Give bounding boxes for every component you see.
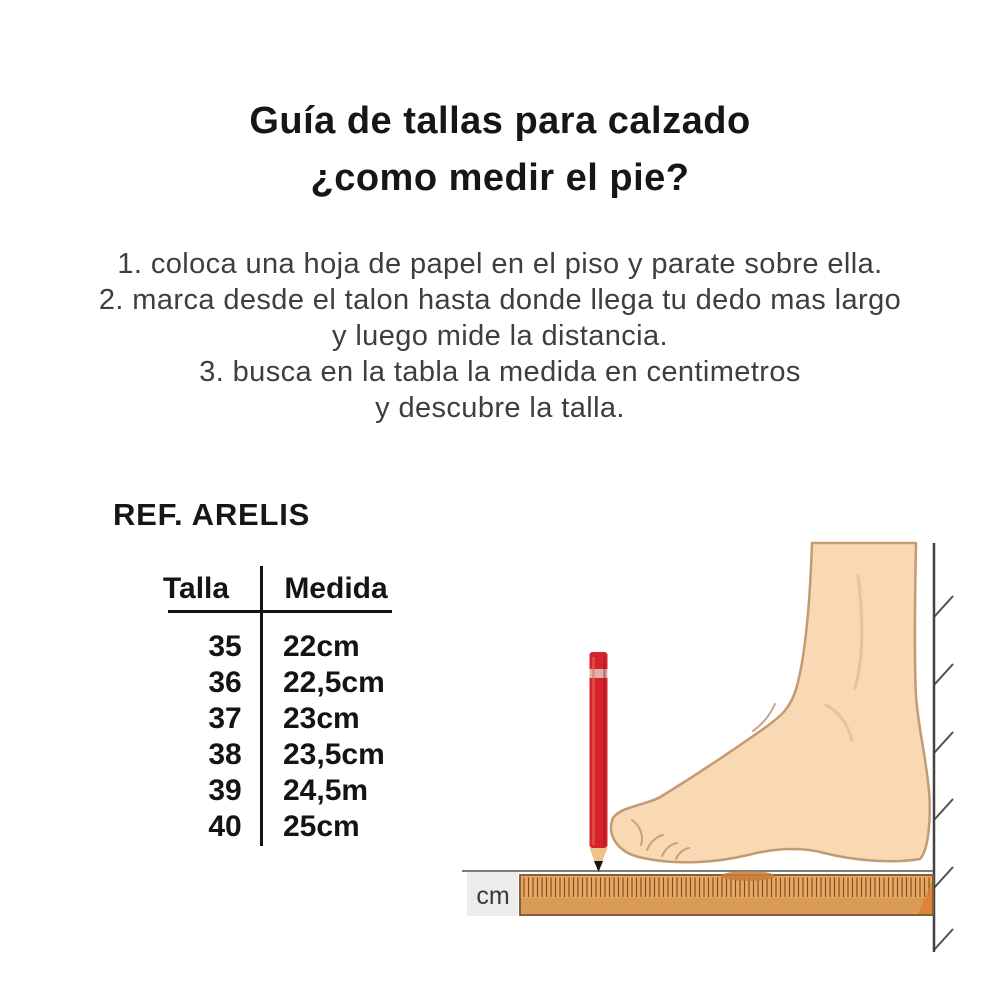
size-table-row: 36 22,5cm — [0, 666, 480, 702]
reference-label: REF. ARELIS — [113, 497, 311, 532]
measuring-instructions: 1. coloca una hoja de papel en el piso y… — [0, 246, 1000, 426]
talla-value: 37 — [208, 702, 242, 735]
ruler — [519, 874, 934, 916]
wall-hatching — [933, 595, 954, 951]
size-table-column-divider — [260, 566, 263, 846]
foot-measuring-illustration: cm — [462, 541, 954, 952]
cm-label-box — [467, 872, 518, 916]
cm-unit-label: cm — [476, 882, 509, 910]
pencil — [589, 652, 608, 872]
ruler-ticks — [523, 877, 930, 897]
medida-value: 22,5cm — [283, 666, 385, 699]
size-table-header-medida: Medida — [284, 572, 388, 605]
medida-value: 23,5cm — [283, 738, 385, 771]
page-title-line1: Guía de tallas para calzado — [249, 100, 751, 142]
toe-detail-lines — [631, 703, 776, 860]
talla-value: 36 — [208, 666, 242, 699]
instruction-line-3: y luego mide la distancia. — [331, 320, 669, 352]
size-table-row: 39 24,5m — [0, 774, 480, 810]
size-table-row: 40 25cm — [0, 810, 480, 846]
medida-value: 23cm — [283, 702, 360, 735]
size-table-header-underline — [168, 610, 392, 613]
medida-value: 24,5m — [283, 774, 369, 807]
foot-outline — [609, 541, 931, 864]
instruction-line-2: 2. marca desde el talon hasta donde lleg… — [98, 284, 902, 316]
talla-value: 39 — [208, 774, 242, 807]
size-table-row: 37 23cm — [0, 702, 480, 738]
foot-contact-shadow — [721, 871, 775, 881]
instruction-line-1: 1. coloca una hoja de papel en el piso y… — [117, 248, 883, 280]
leg-shading-lines — [824, 573, 864, 742]
page-title-line2: ¿como medir el pie? — [310, 157, 690, 199]
size-table-row: 35 22cm — [0, 630, 480, 666]
talla-value: 40 — [208, 810, 242, 843]
medida-value: 25cm — [283, 810, 360, 843]
instruction-line-5: y descubre la talla. — [375, 392, 625, 424]
talla-value: 38 — [208, 738, 242, 771]
medida-value: 22cm — [283, 630, 360, 663]
talla-value: 35 — [208, 630, 242, 663]
size-table-header-talla: Talla — [162, 572, 230, 605]
size-table-row: 38 23,5cm — [0, 738, 480, 774]
instruction-line-4: 3. busca en la tabla la medida en centim… — [199, 356, 801, 388]
